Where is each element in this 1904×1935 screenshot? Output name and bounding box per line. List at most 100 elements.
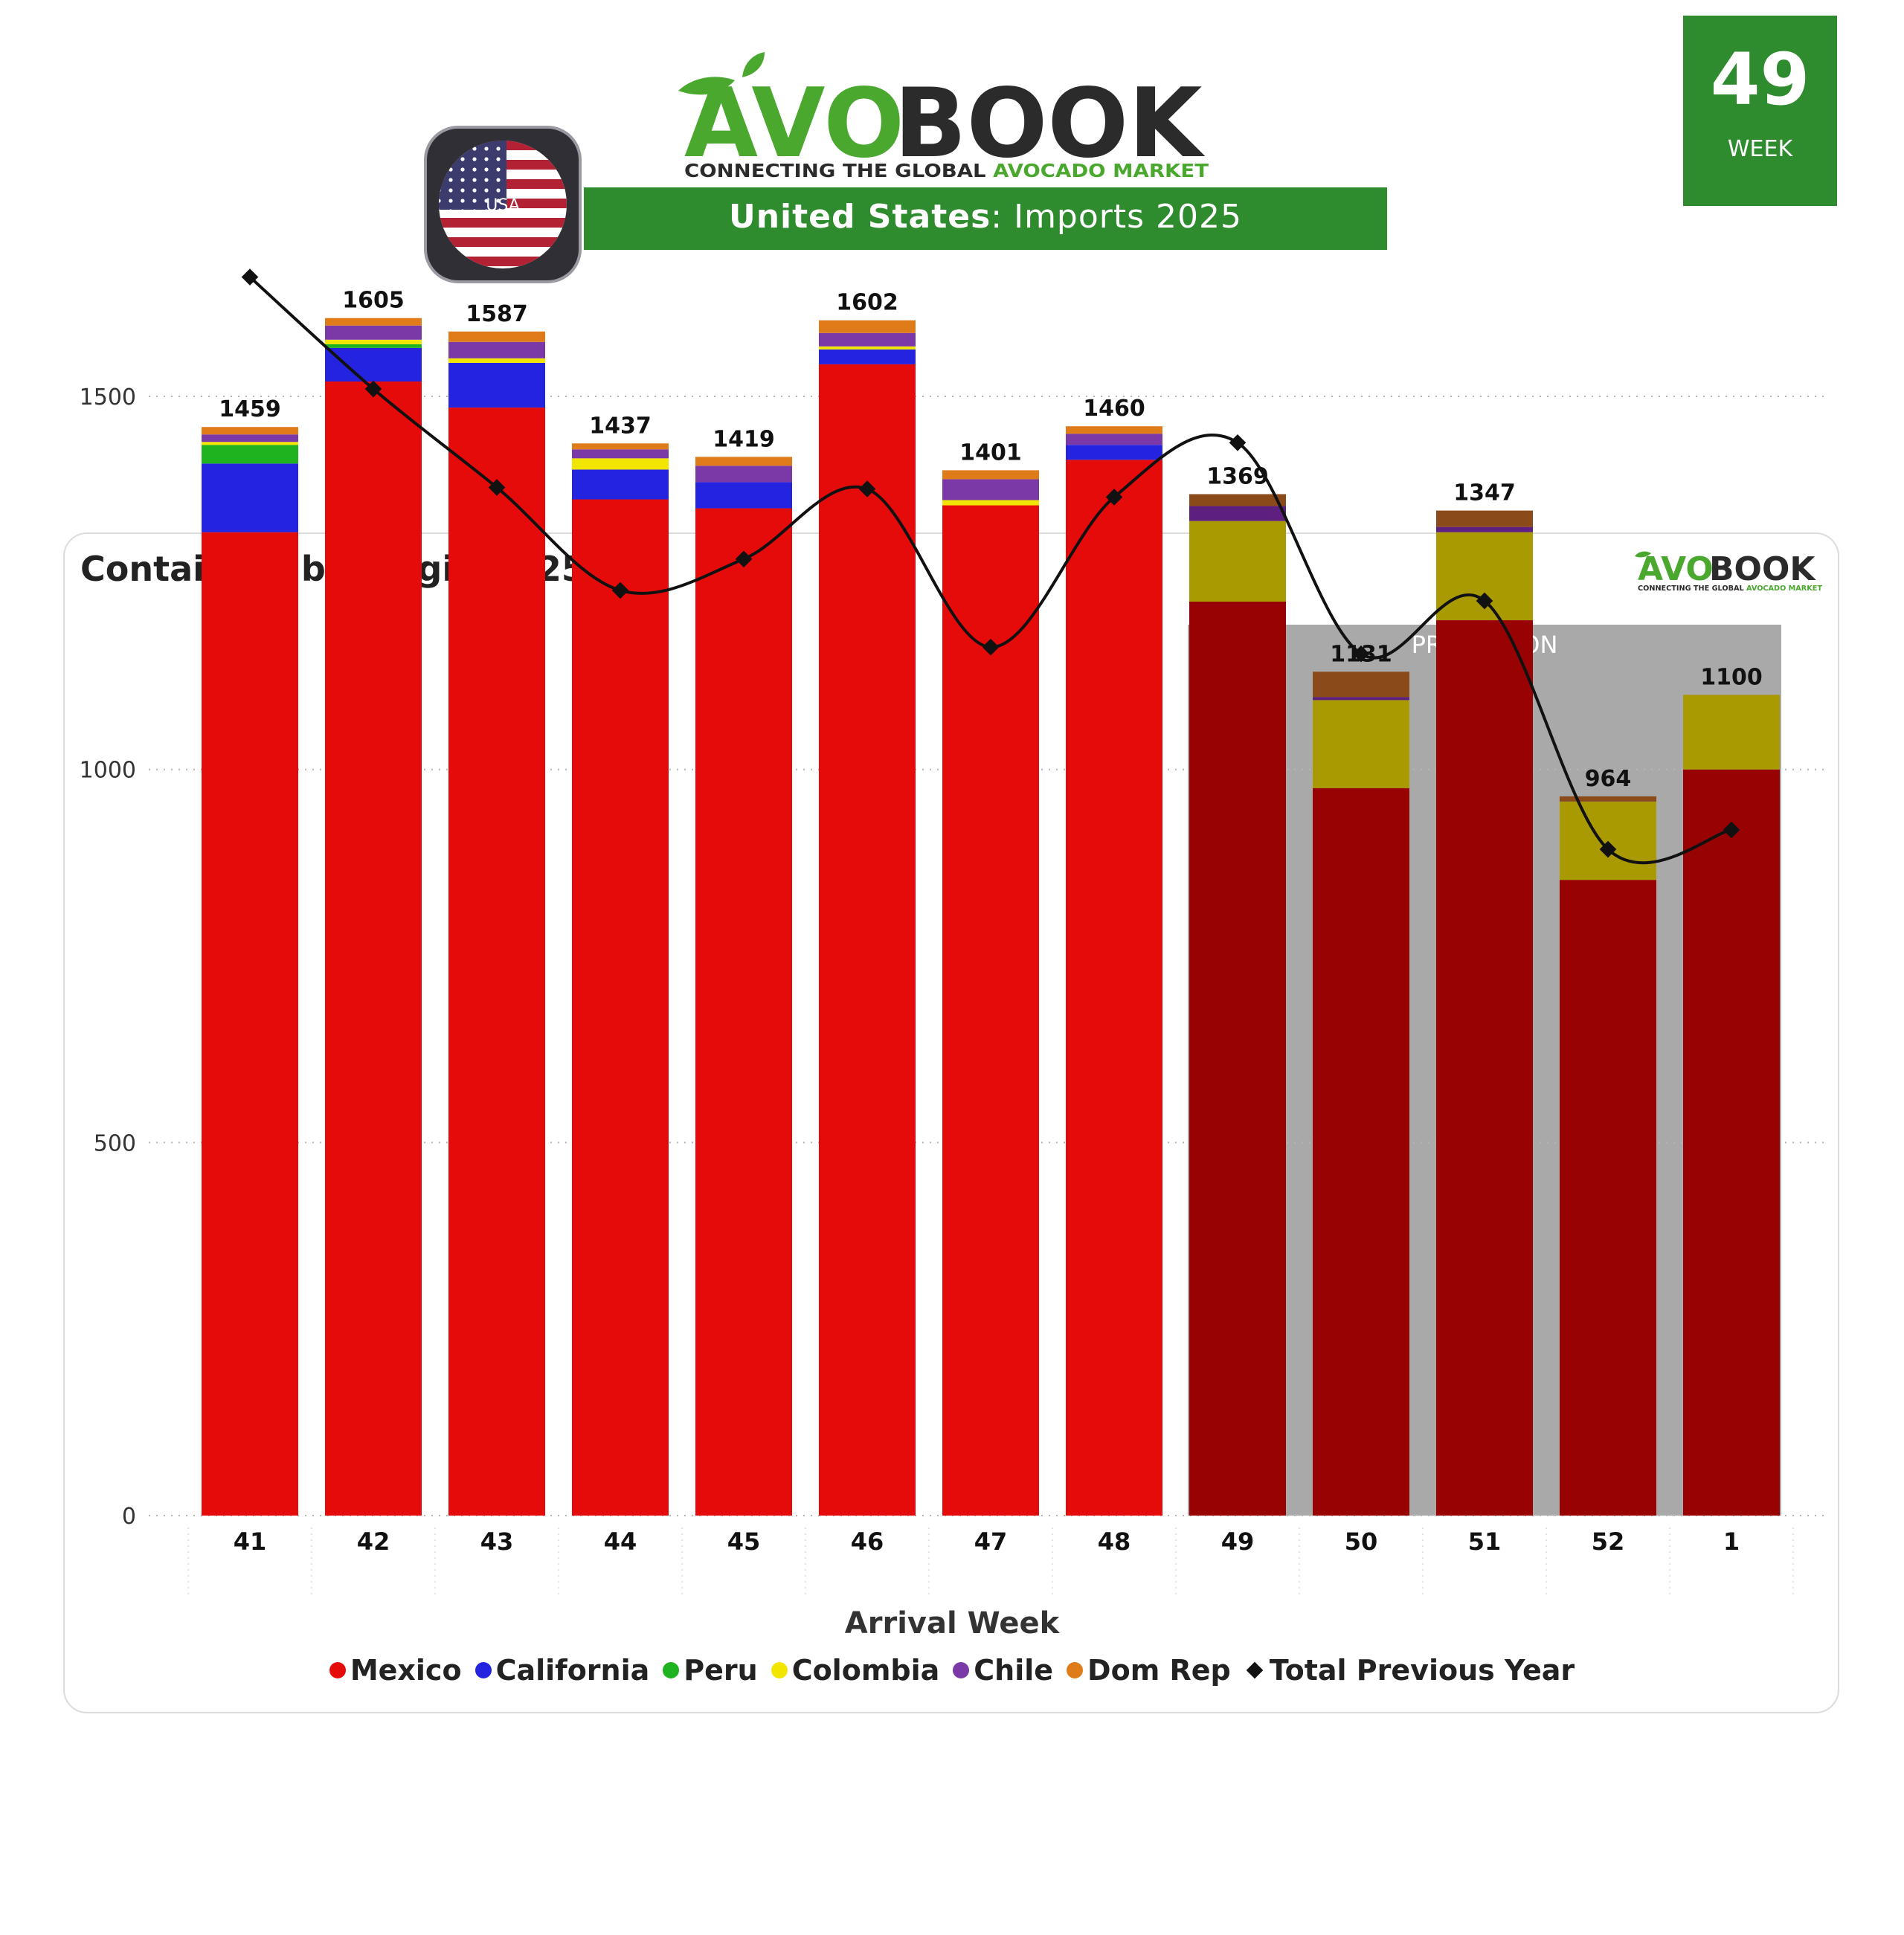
previous-year-point bbox=[858, 480, 876, 498]
y-tick-label: 1000 bbox=[80, 758, 136, 784]
bar-segment-mexico bbox=[202, 532, 298, 1516]
bar-segment-california bbox=[325, 347, 422, 381]
bar-segment-colombia bbox=[448, 358, 545, 363]
bar-segment-dom-rep bbox=[1189, 494, 1286, 506]
previous-year-point bbox=[1352, 645, 1370, 663]
legend-item-dom-rep: Dom Rep bbox=[1067, 1654, 1231, 1687]
title-banner: United States: Imports 2025 bbox=[584, 187, 1387, 250]
legend-label: Chile bbox=[974, 1654, 1054, 1687]
chart-legend: Mexico California Peru Colombia Chile Dom Rep… bbox=[0, 1654, 1904, 1687]
bar-segment-dom-rep bbox=[942, 470, 1039, 480]
previous-year-point bbox=[735, 550, 753, 568]
bar-segment-california bbox=[202, 463, 298, 532]
bar-segment-california bbox=[572, 469, 669, 500]
total-label: 1602 bbox=[836, 290, 898, 316]
x-tick-label: 44 bbox=[604, 1527, 637, 1556]
bar-segment-california bbox=[1066, 445, 1162, 460]
x-tick-label: 45 bbox=[727, 1527, 761, 1556]
logo-text-avo: AVO bbox=[684, 68, 904, 179]
legend-item-chile: Chile bbox=[953, 1654, 1053, 1687]
x-tick-label: 42 bbox=[357, 1527, 390, 1556]
x-tick-label: 46 bbox=[851, 1527, 884, 1556]
bar-segment-mexico bbox=[1313, 788, 1409, 1516]
x-tick-label: 47 bbox=[974, 1527, 1008, 1556]
bar-segment-mexico bbox=[1066, 460, 1162, 1516]
bar-segment-dom-rep bbox=[695, 457, 792, 466]
bar-segment-dom-rep bbox=[325, 318, 422, 326]
legend-dot-icon bbox=[663, 1662, 680, 1678]
bar-segment-chile bbox=[1436, 527, 1533, 532]
week-number: 49 bbox=[1710, 38, 1810, 121]
y-tick-label: 0 bbox=[122, 1504, 136, 1530]
bar-segment-colombia bbox=[942, 500, 1039, 506]
week-label: WEEK bbox=[1727, 136, 1793, 162]
legend-item-california: California bbox=[475, 1654, 650, 1687]
bar-segment-peru bbox=[1313, 700, 1409, 788]
total-label: 1587 bbox=[466, 301, 528, 327]
x-tick-label: 43 bbox=[480, 1527, 514, 1556]
bar-segment-dom-rep bbox=[1436, 510, 1533, 527]
bar-segment-dom-rep bbox=[202, 427, 298, 435]
legend-item-peru: Peru bbox=[663, 1654, 758, 1687]
previous-year-point bbox=[611, 582, 629, 599]
bar-segment-mexico bbox=[942, 505, 1039, 1516]
legend-label: Mexico bbox=[350, 1654, 462, 1687]
bar-segment-peru bbox=[1683, 695, 1780, 770]
bar-segment-mexico bbox=[695, 508, 792, 1516]
legend-dot-icon bbox=[1067, 1662, 1084, 1678]
leaf-icon bbox=[678, 52, 765, 95]
bar-segment-chile bbox=[942, 479, 1039, 500]
bar-segment-mexico bbox=[1436, 620, 1533, 1516]
bar-segment-dom-rep bbox=[1560, 796, 1656, 802]
bar-segment-chile bbox=[202, 434, 298, 442]
bar-segment-peru bbox=[202, 445, 298, 464]
bar-segment-chile bbox=[448, 341, 545, 358]
total-label: 964 bbox=[1585, 766, 1632, 792]
previous-year-point bbox=[1105, 489, 1123, 506]
mini-logo-tagline: CONNECTING THE GLOBAL AVOCADO MARKET bbox=[1638, 585, 1822, 593]
legend-label: Peru bbox=[684, 1654, 758, 1687]
bar-segment-colombia bbox=[572, 458, 669, 470]
x-tick-label: 41 bbox=[234, 1527, 267, 1556]
mini-leaf-icon bbox=[1635, 551, 1651, 558]
bar-segment-peru bbox=[1189, 521, 1286, 602]
legend-label: California bbox=[495, 1654, 650, 1687]
bar-segment-chile bbox=[572, 449, 669, 459]
legend-label: Dom Rep bbox=[1087, 1654, 1231, 1687]
bar-segment-mexico bbox=[1189, 601, 1286, 1516]
avobook-logo: AVO BOOK CONNECTING THE GLOBAL AVOCADO M… bbox=[678, 52, 1209, 181]
total-label: 1437 bbox=[589, 413, 652, 439]
bar-segment-chile bbox=[695, 466, 792, 483]
usa-flag-badge: USA bbox=[424, 126, 582, 283]
avobook-mini-logo: AVO BOOK CONNECTING THE GLOBAL AVOCADO M… bbox=[1635, 550, 1822, 593]
bar-segment-colombia bbox=[325, 339, 422, 344]
banner-country: United States bbox=[728, 198, 991, 236]
mini-logo-avo: AVO bbox=[1638, 550, 1714, 588]
total-label: 1401 bbox=[959, 440, 1022, 466]
bar-segment-peru bbox=[325, 344, 422, 348]
previous-year-line bbox=[248, 276, 1732, 865]
total-label: 1419 bbox=[713, 426, 775, 452]
previous-year-point bbox=[1723, 821, 1740, 839]
x-axis-title: Arrival Week bbox=[844, 1606, 1060, 1641]
legend-item-total-previous-year: Total Previous Year bbox=[1244, 1654, 1575, 1687]
x-tick-label: 50 bbox=[1345, 1527, 1378, 1556]
bar-segment-mexico bbox=[448, 408, 545, 1516]
bar-segment-colombia bbox=[202, 442, 298, 445]
logo-tagline-a: CONNECTING THE GLOBAL bbox=[684, 160, 993, 181]
bar-segment-chile bbox=[1189, 506, 1286, 521]
legend-dot-icon bbox=[329, 1662, 346, 1678]
x-tick-label: 49 bbox=[1221, 1527, 1255, 1556]
y-tick-label: 1500 bbox=[80, 384, 136, 410]
legend-item-colombia: Colombia bbox=[771, 1654, 940, 1687]
x-tick-label: 48 bbox=[1098, 1527, 1131, 1556]
previous-year-point bbox=[1599, 840, 1617, 858]
banner-subtitle: : Imports 2025 bbox=[991, 198, 1243, 236]
previous-year-point bbox=[488, 479, 506, 496]
legend-item-mexico: Mexico bbox=[329, 1654, 462, 1687]
total-label: 1460 bbox=[1083, 396, 1145, 422]
bar-segment-chile bbox=[325, 325, 422, 340]
bar-segment-dom-rep bbox=[819, 320, 916, 333]
legend-label: Colombia bbox=[791, 1654, 940, 1687]
logo-tagline: CONNECTING THE GLOBAL AVOCADO MARKET bbox=[684, 160, 1209, 181]
